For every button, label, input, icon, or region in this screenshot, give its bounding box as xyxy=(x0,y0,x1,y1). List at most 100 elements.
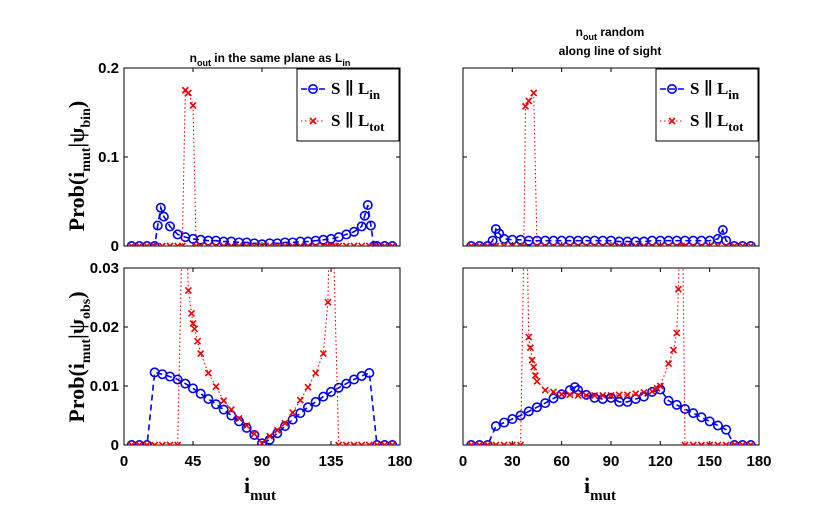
data-point xyxy=(722,242,730,246)
data-point xyxy=(235,414,243,423)
data-point xyxy=(234,416,245,427)
data-point xyxy=(220,242,228,246)
series-blue xyxy=(466,382,756,445)
xlabel-left: imut xyxy=(244,473,276,504)
data-point xyxy=(166,242,174,246)
data-point xyxy=(492,441,500,445)
data-point xyxy=(227,406,235,414)
y-tick-label: 0 xyxy=(111,437,119,454)
data-point xyxy=(180,378,191,389)
data-point xyxy=(211,399,222,410)
data-point xyxy=(632,242,640,246)
series-red xyxy=(467,268,755,445)
data-point xyxy=(599,242,607,246)
series-blue xyxy=(126,200,398,246)
data-point xyxy=(249,429,260,440)
data-point xyxy=(688,408,699,419)
data-point xyxy=(143,441,151,445)
data-point xyxy=(490,421,501,432)
data-point xyxy=(566,391,574,399)
data-point xyxy=(549,388,558,396)
data-point xyxy=(350,242,358,246)
data-point xyxy=(671,399,682,410)
data-point xyxy=(158,211,169,222)
x-tick-label: 135 xyxy=(318,453,343,470)
data-point xyxy=(531,402,542,413)
data-point xyxy=(126,241,137,246)
data-point xyxy=(747,441,755,445)
data-point xyxy=(318,391,329,402)
data-point xyxy=(279,421,290,432)
x-tick-label: 0 xyxy=(120,453,128,470)
data-point xyxy=(664,360,673,368)
panel-top-left: 0 0.1 0.2 S ∥ Lin S ∥ Ltot xyxy=(98,60,401,255)
data-point xyxy=(235,242,243,246)
data-point xyxy=(482,241,493,246)
data-point xyxy=(195,388,206,399)
legend-red-marker xyxy=(309,117,317,125)
data-point xyxy=(128,441,136,445)
data-point xyxy=(528,356,536,364)
data-point xyxy=(525,333,533,341)
data-point xyxy=(745,241,756,246)
data-point xyxy=(203,393,214,404)
data-point xyxy=(615,391,623,399)
data-point xyxy=(531,371,539,379)
data-point xyxy=(697,441,706,445)
legend: S ∥ Lin S ∥ Ltot xyxy=(655,68,759,142)
series-line-red xyxy=(131,268,393,445)
data-point xyxy=(714,441,722,445)
data-point xyxy=(272,428,283,439)
data-point xyxy=(721,235,732,246)
data-point xyxy=(325,386,336,397)
x-tick-label: 30 xyxy=(504,453,521,470)
data-point xyxy=(365,441,373,445)
data-point xyxy=(373,242,381,246)
data-point xyxy=(640,388,648,397)
data-point xyxy=(484,441,492,445)
data-point xyxy=(474,241,485,246)
data-point xyxy=(507,414,518,425)
data-point xyxy=(142,440,152,445)
data-point xyxy=(220,397,228,405)
legend-blue-marker xyxy=(666,84,677,95)
legend-blue-label: S ∥ Lin xyxy=(331,79,381,102)
data-point xyxy=(530,89,538,97)
data-point xyxy=(243,242,251,246)
data-point xyxy=(640,242,648,246)
data-point xyxy=(373,441,381,445)
data-point xyxy=(500,441,508,445)
data-point xyxy=(158,441,166,445)
y-tick-label: 0.2 xyxy=(98,60,119,77)
data-point xyxy=(689,441,697,445)
series-blue xyxy=(126,367,398,445)
data-point xyxy=(475,441,484,445)
data-point xyxy=(664,242,673,246)
data-point xyxy=(362,200,373,211)
data-point xyxy=(258,439,266,445)
data-point xyxy=(697,242,706,246)
data-point xyxy=(729,241,740,246)
series-red xyxy=(128,86,396,246)
data-point xyxy=(218,404,229,415)
data-point xyxy=(356,221,367,232)
title-right-line2: along line of sight xyxy=(559,44,662,58)
data-point xyxy=(342,441,350,445)
data-point xyxy=(722,441,730,445)
data-point xyxy=(530,363,538,371)
legend-red-label: S ∥ Ltot xyxy=(690,111,744,134)
y-tick-label: 0.1 xyxy=(98,149,119,166)
data-point xyxy=(266,432,274,440)
data-point xyxy=(387,440,398,445)
data-point xyxy=(541,386,549,394)
data-point xyxy=(730,441,738,445)
xlabel-right: imut xyxy=(584,473,616,504)
data-point xyxy=(128,242,136,246)
data-point xyxy=(158,242,166,246)
ylabel-top: Prob(imut|ψbin) xyxy=(64,101,94,231)
x-tick-label: 180 xyxy=(746,453,771,470)
data-point xyxy=(174,441,182,445)
data-point xyxy=(540,398,551,409)
data-point xyxy=(533,377,541,385)
data-point xyxy=(189,101,197,109)
